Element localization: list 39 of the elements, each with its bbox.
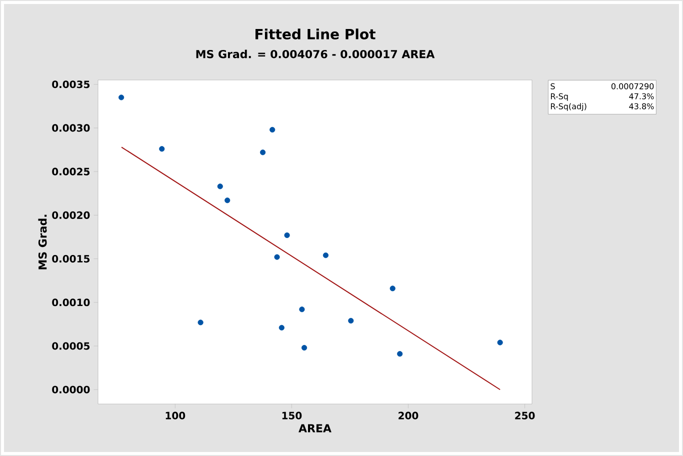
point xyxy=(260,150,266,156)
text: R-Sq xyxy=(550,93,568,101)
text: 0.0007290 xyxy=(611,83,654,90)
x-tick-label: 100 xyxy=(166,412,186,420)
point xyxy=(301,344,308,351)
point xyxy=(390,286,396,292)
y-tick-label: 0.0015 xyxy=(52,254,90,263)
point xyxy=(217,184,223,190)
x-tick-label: 250 xyxy=(515,412,535,420)
point xyxy=(118,94,124,100)
y-tick-label: 0.0020 xyxy=(52,211,90,219)
x-tick-label: 150 xyxy=(282,412,302,420)
y-tick-label: 0.0005 xyxy=(52,342,90,350)
point xyxy=(348,318,354,324)
point xyxy=(278,324,284,330)
x-axis-title: AREA xyxy=(298,424,332,432)
point xyxy=(274,254,280,260)
text: S xyxy=(550,83,555,90)
point xyxy=(284,232,290,238)
point xyxy=(299,306,305,312)
y-tick-label: 0.0000 xyxy=(52,386,90,394)
text: 43.8% xyxy=(629,103,654,110)
y-tick-label: 0.0035 xyxy=(52,80,90,88)
point xyxy=(270,126,276,133)
point xyxy=(198,320,204,326)
y-tick-label: 0.0010 xyxy=(52,298,90,306)
point xyxy=(224,198,230,204)
x-tick-label: 200 xyxy=(398,412,418,420)
y-tick-label: 0.0030 xyxy=(52,124,90,132)
y-tick-label: 0.0025 xyxy=(52,168,90,176)
point xyxy=(322,252,329,258)
point xyxy=(397,351,403,357)
text: R-Sq(adj) xyxy=(550,103,586,111)
y-axis-title: MS Grad. xyxy=(38,214,47,270)
chart-subtitle: MS Grad. = 0.004076 - 0.000017 AREA xyxy=(196,50,435,58)
point xyxy=(159,146,165,152)
point xyxy=(497,340,503,346)
text: 47.3% xyxy=(629,93,654,100)
chart-title: Fitted Line Plot xyxy=(256,28,376,40)
